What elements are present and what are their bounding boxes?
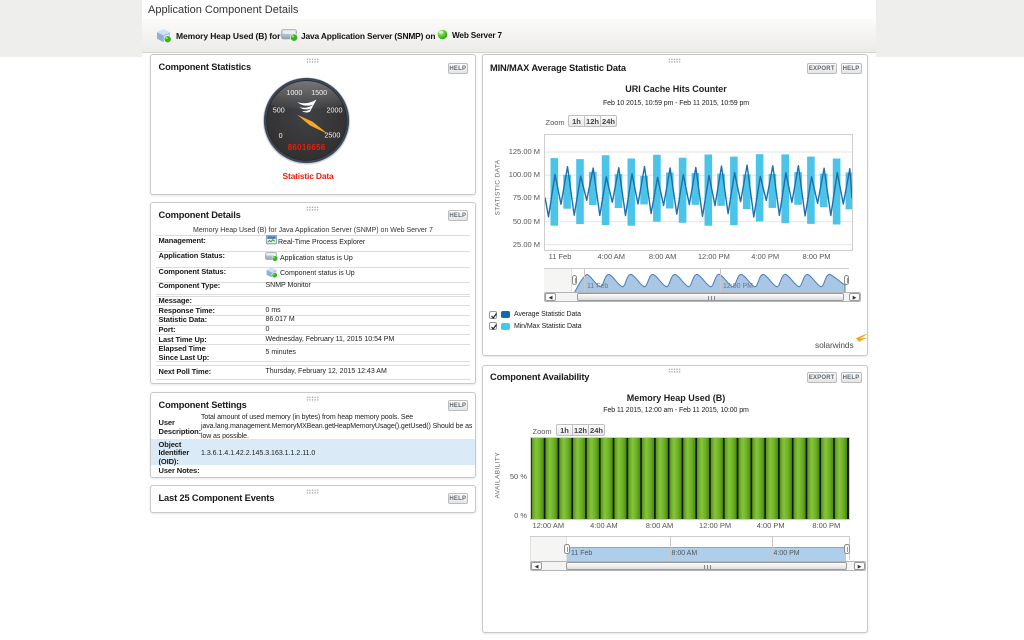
- svg-text:1000: 1000: [286, 88, 302, 97]
- svg-text:86016656: 86016656: [288, 143, 326, 152]
- svg-text:1500: 1500: [311, 88, 327, 97]
- svg-text:0: 0: [279, 131, 283, 140]
- svg-text:2500: 2500: [324, 131, 340, 140]
- svg-text:2000: 2000: [327, 105, 343, 114]
- svg-text:500: 500: [273, 105, 285, 114]
